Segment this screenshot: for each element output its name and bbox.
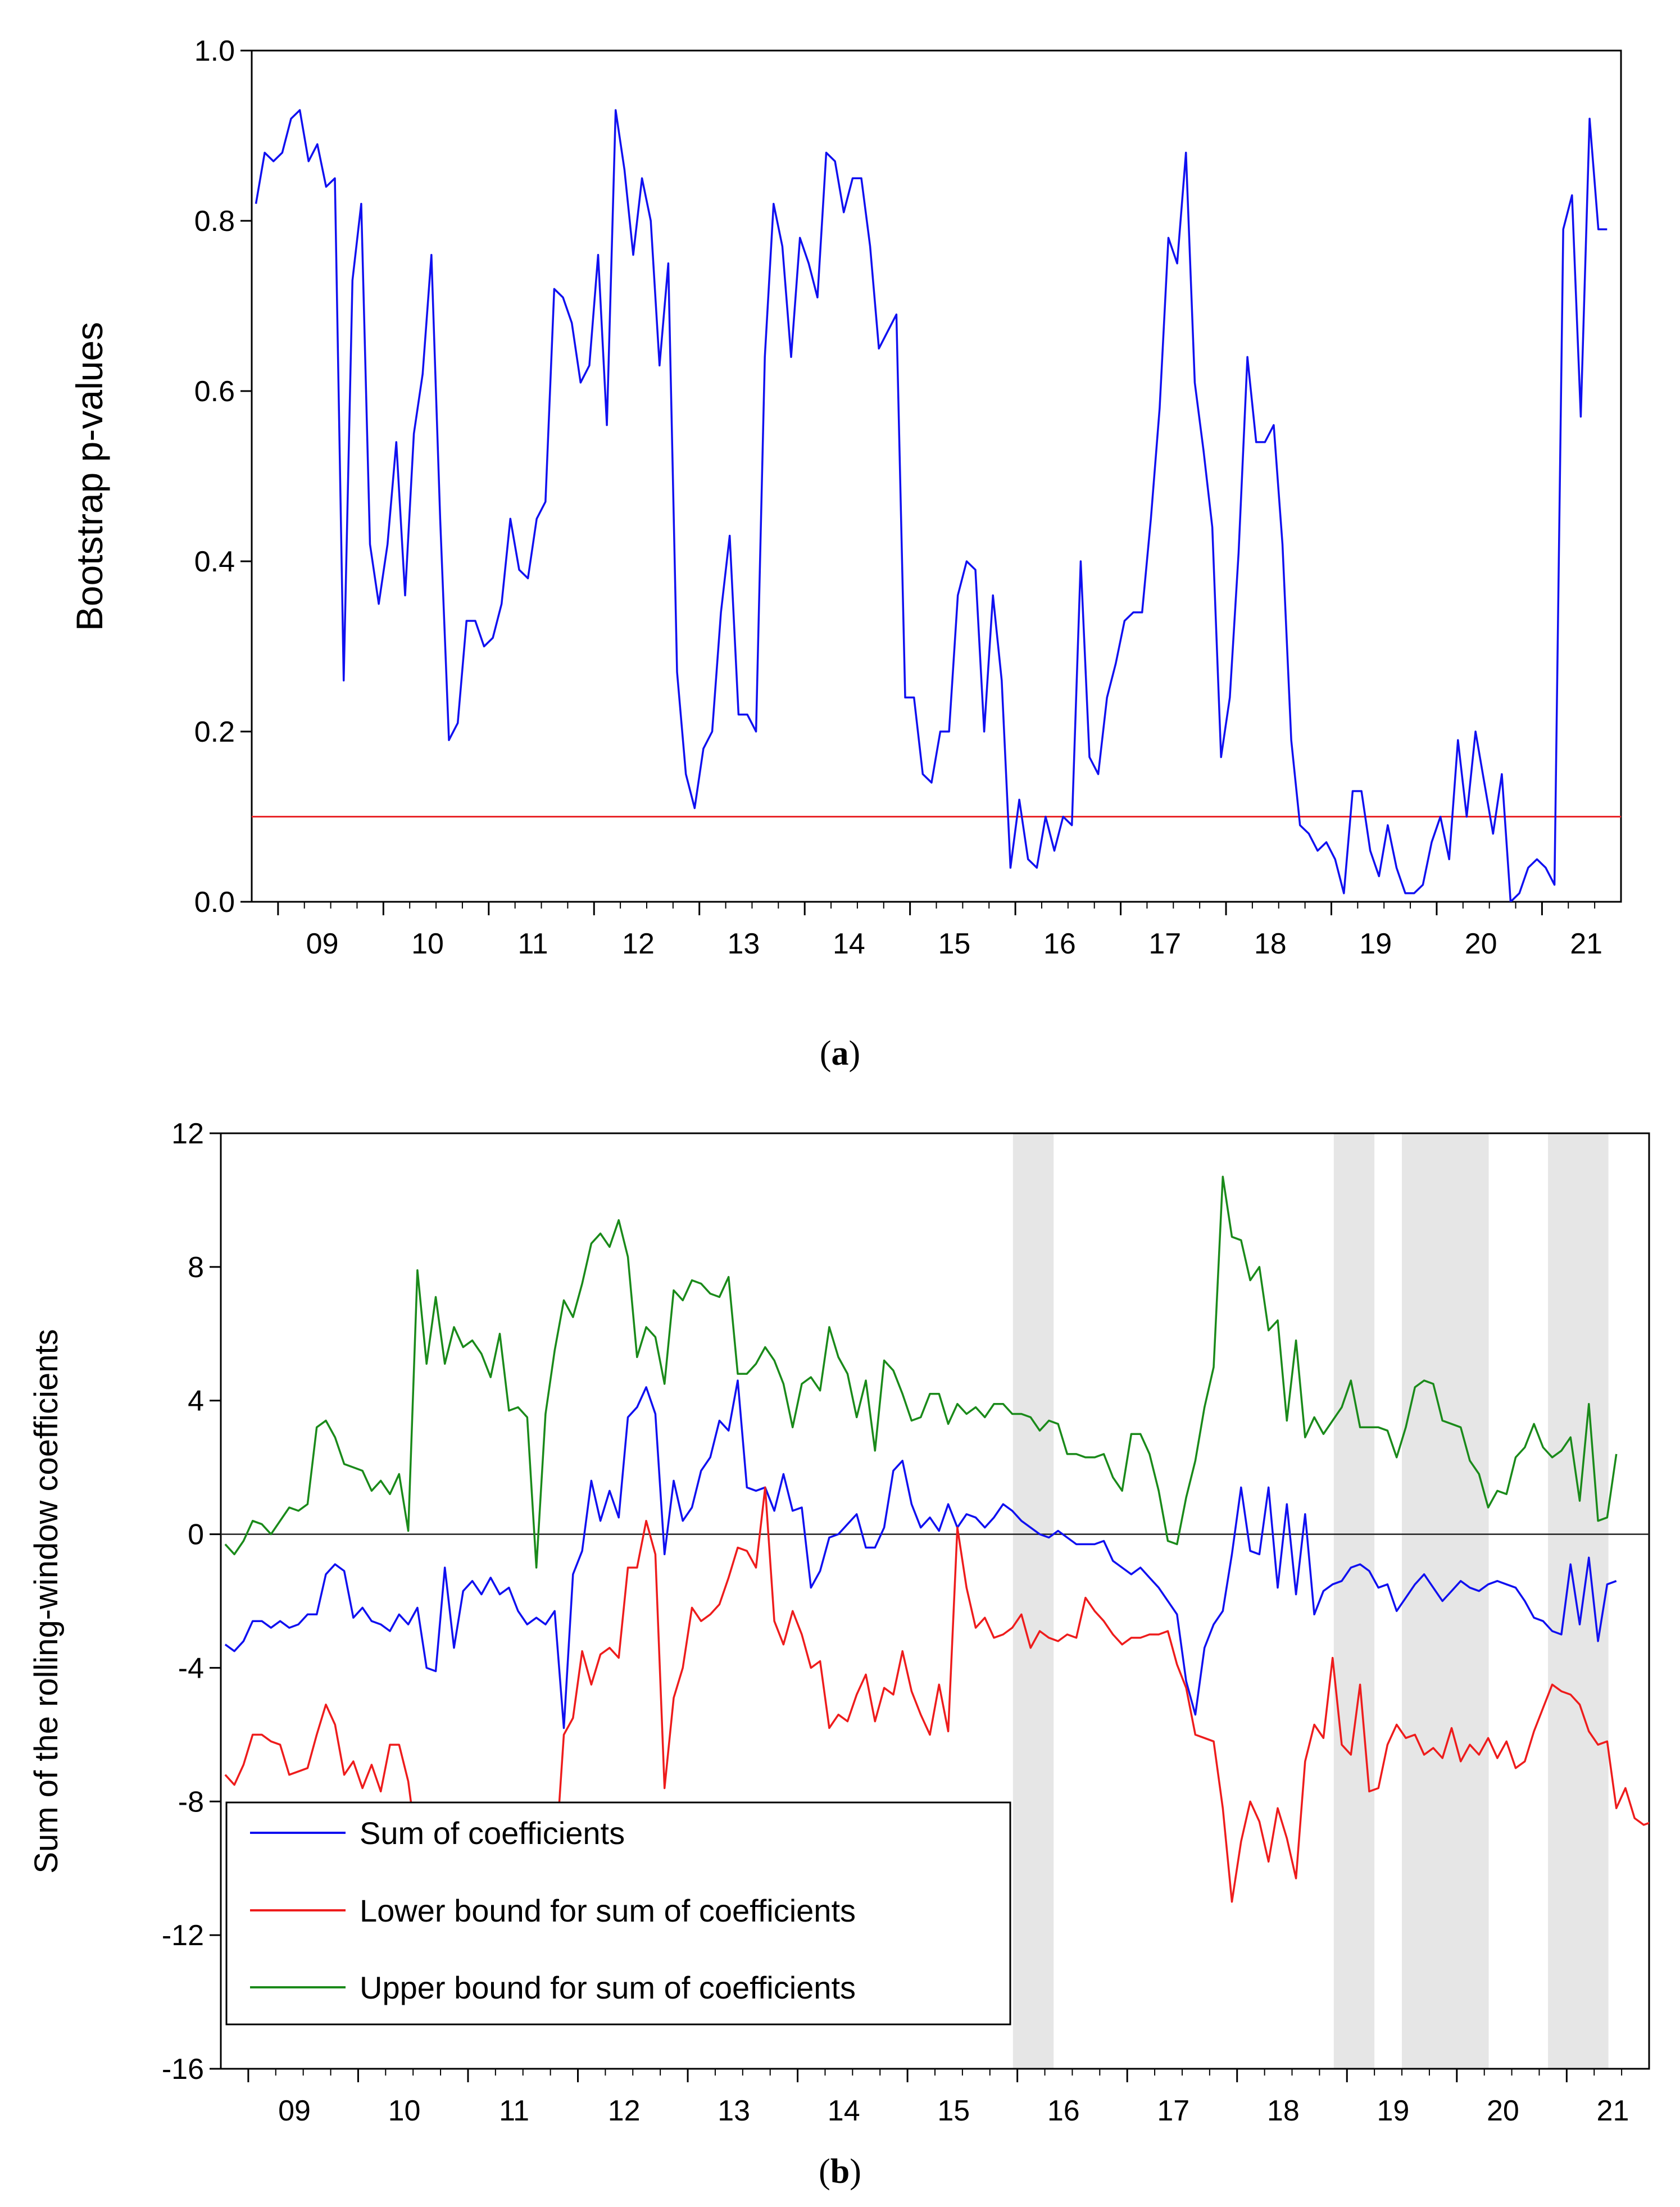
x-tick-label: 09 [306,928,339,960]
x-tick-label: 15 [938,928,970,960]
y-tick-label: 12 [171,1118,204,1150]
x-tick-label: 10 [388,2095,421,2127]
shaded-periods [1012,1133,1609,2069]
panel-b: -16 -12 -8 -4 0 4 8 12 09 10 11 12 13 14 15 16 17 18 19 20… [28,1118,1650,2191]
x-tick-label: 10 [411,928,444,960]
x-tick-label: 14 [828,2095,860,2127]
x-tick-label: 18 [1267,2095,1300,2127]
x-tick-label: 16 [1047,2095,1080,2127]
y-tick-label: 8 [188,1251,204,1284]
legend-label-upper: Upper bound for sum of coefficients [360,1970,856,2005]
series-line-bootstrap-p-values [255,109,1608,902]
x-tick-label: 19 [1377,2095,1409,2127]
shaded-period-1 [1333,1133,1375,2069]
x-tick-label: 20 [1465,928,1497,960]
shaded-period-2 [1402,1133,1489,2069]
y-tick-label: 0.6 [194,375,235,408]
x-tick-label: 15 [937,2095,970,2127]
series-line-upper-bound-for-sum-of-coefficients [224,1175,1618,1569]
y-tick-label: -16 [162,2053,204,2086]
x-tick-label: 21 [1570,928,1602,960]
legend-label-lower: Lower bound for sum of coefficients [360,1893,856,1928]
y-tick-label: 0 [188,1519,204,1551]
x-tick-label: 17 [1157,2095,1189,2127]
y-tick-label: 0.0 [194,886,235,919]
x-tick-label: 11 [518,928,548,960]
panel-letter-b: b [830,2152,850,2191]
x-tick-label: 11 [499,2095,529,2127]
x-tick-label: 12 [608,2095,641,2127]
y-tick-label: 0.4 [194,546,235,578]
x-tick-label: 13 [718,2095,750,2127]
y-tick-label: 4 [188,1385,204,1418]
y-axis-a: 0.0 0.2 0.4 0.6 0.8 1.0 [194,35,252,919]
x-tick-label: 13 [728,928,760,960]
panel-letter-a: a [832,1034,849,1073]
x-axis-b: 09 10 11 12 13 14 15 16 17 18 19 20 21 [247,2069,1629,2127]
y-axis-title-b: Sum of the rolling-window coefficients [28,1329,65,1873]
x-tick-label: 12 [622,928,655,960]
y-axis-title-a: Bootstrap p-values [69,322,110,631]
y-tick-label: 0.8 [194,205,235,238]
y-tick-label: -4 [178,1652,204,1684]
x-tick-label: 14 [833,928,865,960]
plot-frame-a [251,49,1622,903]
panel-caption-a: (a) [820,1034,860,1073]
y-tick-label: 1.0 [194,35,235,67]
series-line-sum-of-coefficients [224,1379,1617,1729]
panel-caption-b: (b) [819,2152,861,2191]
x-tick-label: 19 [1359,928,1392,960]
series-group-a [255,109,1608,902]
x-tick-label: 21 [1597,2095,1629,2127]
x-tick-label: 20 [1487,2095,1519,2127]
y-tick-label: 0.2 [194,716,235,748]
legend-box [225,1801,1011,2026]
x-tick-label: 16 [1043,928,1076,960]
shaded-period-0 [1012,1133,1054,2069]
y-tick-label: -8 [178,1786,204,1818]
legend: Sum of coefficients Lower bound for sum … [225,1801,1011,2026]
y-axis-b: -16 -12 -8 -4 0 4 8 12 [162,1118,221,2086]
x-axis-a: 09 10 11 12 13 14 15 16 17 18 19 20 21 [277,902,1602,960]
x-tick-label: 17 [1148,928,1181,960]
legend-label-sum: Sum of coefficients [360,1815,625,1851]
panel-a: 0.0 0.2 0.4 0.6 0.8 1.0 09 10 11 12 13 14 15 16 17 18 1… [69,35,1622,1073]
shaded-period-3 [1548,1133,1609,2069]
x-tick-label: 09 [278,2095,311,2127]
x-tick-label: 18 [1254,928,1287,960]
y-tick-label: -12 [162,1919,204,1952]
